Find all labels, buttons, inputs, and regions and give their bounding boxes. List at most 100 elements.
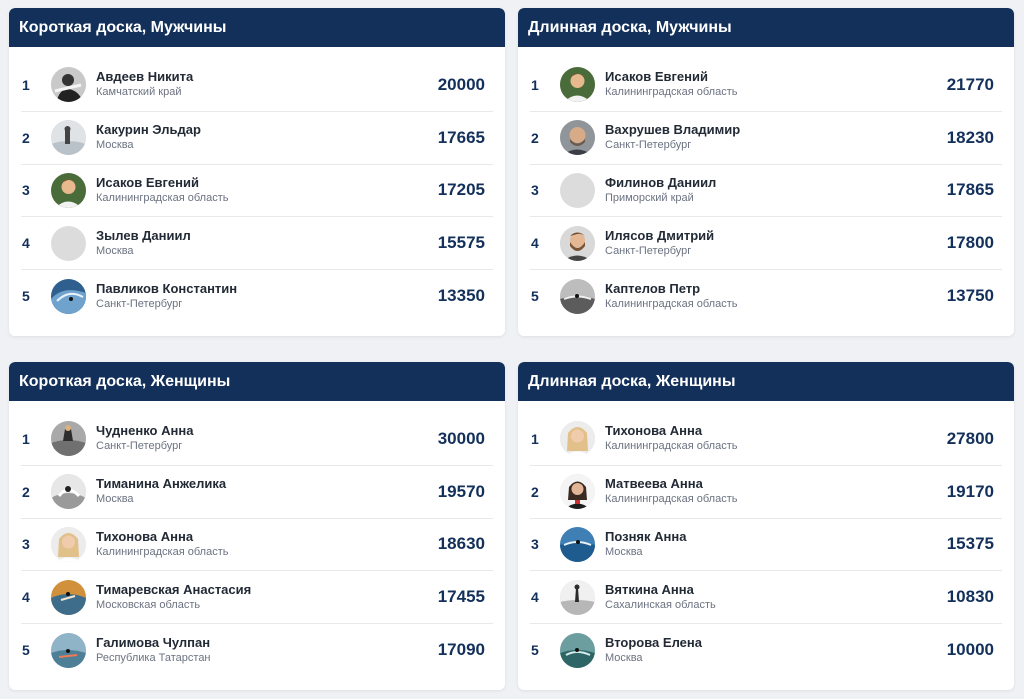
athlete-name[interactable]: Тимаревская Анастасия xyxy=(96,581,252,597)
avatar[interactable] xyxy=(560,278,595,314)
athlete-region: Сахалинская область xyxy=(605,598,716,611)
avatar[interactable] xyxy=(560,421,595,457)
athlete-region: Москва xyxy=(605,545,643,558)
athlete-name[interactable]: Исаков Евгений xyxy=(96,174,199,190)
avatar[interactable] xyxy=(51,526,86,562)
avatar[interactable] xyxy=(560,120,595,156)
athlete-row[interactable]: 1 Исаков Евгений Калининградская область… xyxy=(530,59,1002,112)
avatar[interactable] xyxy=(51,120,86,156)
avatar[interactable] xyxy=(51,632,86,668)
athlete-row[interactable]: 4 Тимаревская Анастасия Московская облас… xyxy=(21,571,493,624)
score: 27800 xyxy=(946,428,994,448)
avatar-placeholder[interactable] xyxy=(51,225,86,261)
athlete-row[interactable]: 3 Тихонова Анна Калининградская область … xyxy=(21,519,493,572)
athlete-name[interactable]: Исаков Евгений xyxy=(605,69,708,85)
athlete-region: Москва xyxy=(96,139,134,152)
athlete-row[interactable]: 4 Зылев Даниил Москва 15575 xyxy=(21,217,493,270)
athlete-region: Санкт-Петербург xyxy=(96,440,183,453)
avatar[interactable] xyxy=(51,67,86,103)
athlete-name[interactable]: Каптелов Петр xyxy=(605,280,701,296)
athlete-row[interactable]: 5 Галимова Чулпан Республика Татарстан 1… xyxy=(21,624,493,677)
rank: 5 xyxy=(22,288,30,305)
athlete-name[interactable]: Чудненко Анна xyxy=(96,423,194,439)
athlete-region: Калининградская область xyxy=(605,297,738,310)
avatar[interactable] xyxy=(51,172,86,208)
athlete-row[interactable]: 3 Исаков Евгений Калининградская область… xyxy=(21,165,493,218)
athlete-name[interactable]: Галимова Чулпан xyxy=(96,634,211,650)
avatar[interactable] xyxy=(560,474,595,510)
athlete-row[interactable]: 4 Илясов Дмитрий Санкт-Петербург 17800 xyxy=(530,217,1002,270)
rank: 4 xyxy=(531,589,539,606)
avatar[interactable] xyxy=(560,632,595,668)
athlete-name[interactable]: Филинов Даниил xyxy=(605,174,717,190)
athlete-name[interactable]: Позняк Анна xyxy=(605,528,687,544)
athlete-row[interactable]: 1 Чудненко Анна Санкт-Петербург 30000 xyxy=(21,413,493,466)
score: 17800 xyxy=(946,233,994,253)
rank: 1 xyxy=(531,430,539,447)
avatar-placeholder[interactable] xyxy=(560,172,595,208)
athlete-row[interactable]: 2 Какурин Эльдар Москва 17665 xyxy=(21,112,493,165)
avatar[interactable] xyxy=(51,421,86,457)
athlete-row[interactable]: 2 Тиманина Анжелика Москва 19570 xyxy=(21,466,493,519)
rank: 2 xyxy=(531,483,539,500)
athlete-row[interactable]: 2 Матвеева Анна Калининградская область … xyxy=(530,466,1002,519)
score: 17455 xyxy=(437,587,485,607)
athlete-row[interactable]: 3 Филинов Даниил Приморский край 17865 xyxy=(530,165,1002,218)
score: 21770 xyxy=(946,74,994,94)
rank: 4 xyxy=(531,235,539,252)
athlete-region: Калининградская область xyxy=(96,545,229,558)
avatar[interactable] xyxy=(560,225,595,261)
score: 17090 xyxy=(437,640,485,660)
athlete-name[interactable]: Второва Елена xyxy=(605,634,702,650)
athlete-region: Калининградская область xyxy=(96,191,229,204)
board-title: Длинная доска, Женщины xyxy=(518,362,1014,401)
athlete-name[interactable]: Матвеева Анна xyxy=(605,476,703,492)
board-long-women: Длинная доска, Женщины 1 Тихонова Анна К… xyxy=(518,362,1014,690)
athlete-row[interactable]: 3 Позняк Анна Москва 15375 xyxy=(530,519,1002,572)
athlete-row[interactable]: 5 Павликов Константин Санкт-Петербург 13… xyxy=(21,270,493,323)
score: 17665 xyxy=(437,127,485,147)
board-title: Короткая доска, Женщины xyxy=(9,362,505,401)
athlete-name[interactable]: Авдеев Никита xyxy=(96,69,194,85)
athlete-row[interactable]: 1 Тихонова Анна Калининградская область … xyxy=(530,413,1002,466)
athlete-name[interactable]: Вахрушев Владимир xyxy=(605,122,741,138)
score: 18230 xyxy=(946,127,994,147)
score: 10830 xyxy=(946,587,994,607)
avatar[interactable] xyxy=(560,67,595,103)
athlete-name[interactable]: Вяткина Анна xyxy=(605,581,694,597)
score: 15575 xyxy=(437,233,485,253)
athlete-row[interactable]: 5 Второва Елена Москва 10000 xyxy=(530,624,1002,677)
athlete-row[interactable]: 2 Вахрушев Владимир Санкт-Петербург 1823… xyxy=(530,112,1002,165)
athlete-name[interactable]: Зылев Даниил xyxy=(96,227,191,243)
score: 10000 xyxy=(946,640,994,660)
athlete-name[interactable]: Какурин Эльдар xyxy=(96,122,201,138)
score: 13750 xyxy=(946,286,994,306)
score: 17865 xyxy=(946,180,994,200)
athlete-row[interactable]: 1 Авдеев Никита Камчатский край 20000 xyxy=(21,59,493,112)
score: 20000 xyxy=(437,74,485,94)
athlete-name[interactable]: Павликов Константин xyxy=(96,280,238,296)
avatar[interactable] xyxy=(51,278,86,314)
athlete-name[interactable]: Тиманина Анжелика xyxy=(96,476,227,492)
score: 19170 xyxy=(946,481,994,501)
avatar[interactable] xyxy=(560,579,595,615)
athlete-name[interactable]: Тихонова Анна xyxy=(605,423,703,439)
athlete-row[interactable]: 5 Каптелов Петр Калининградская область … xyxy=(530,270,1002,323)
board-long-men: Длинная доска, Мужчины 1 Исаков Евгений … xyxy=(518,8,1014,336)
score: 17205 xyxy=(437,180,485,200)
athlete-name[interactable]: Тихонова Анна xyxy=(96,528,194,544)
athlete-region: Санкт-Петербург xyxy=(96,297,183,310)
avatar[interactable] xyxy=(51,579,86,615)
rank: 4 xyxy=(22,235,30,252)
avatar[interactable] xyxy=(51,474,86,510)
athlete-region: Санкт-Петербург xyxy=(605,139,692,152)
avatar[interactable] xyxy=(560,526,595,562)
board-short-women: Короткая доска, Женщины 1 Чудненко Анна … xyxy=(9,362,505,690)
rank: 2 xyxy=(22,129,30,146)
rank: 2 xyxy=(531,129,539,146)
athlete-region: Санкт-Петербург xyxy=(605,244,692,257)
score: 30000 xyxy=(437,428,485,448)
athlete-row[interactable]: 4 Вяткина Анна Сахалинская область 10830 xyxy=(530,571,1002,624)
score: 18630 xyxy=(437,534,485,554)
athlete-name[interactable]: Илясов Дмитрий xyxy=(605,227,715,243)
